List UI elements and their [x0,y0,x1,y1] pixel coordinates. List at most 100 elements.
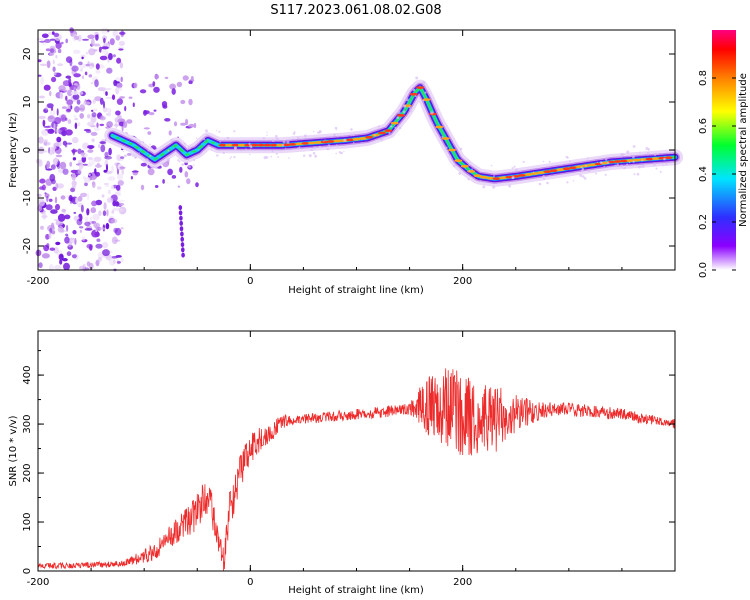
colorbar-label: Normalized spectral amplitude [738,73,749,227]
heatmap-noise-cell [60,126,67,131]
heatmap-noise-cell [107,176,116,181]
heatmap-ridge-core [543,170,552,174]
heatmap-noise-cell [110,218,118,224]
heatmap-noise-cell [49,227,53,234]
heatmap-noise-cell [64,129,73,136]
heatmap-halo-cell [549,175,551,177]
heatmap-noise-cell [45,168,53,171]
heatmap-ridge-core [201,142,207,146]
heatmap-halo-cell [245,148,247,150]
heatmap-halo-cell [380,137,384,141]
heatmap-halo-cell [327,135,329,138]
heatmap-noise-cell [41,129,49,136]
heatmap-noise-cell [104,151,109,158]
heatmap-noise-cell [105,96,113,99]
heatmap-noise-cell [92,98,96,104]
heatmap-halo-cell [310,148,314,152]
heatmap-halo-cell [396,116,400,119]
heatmap-halo-cell [492,185,496,189]
snr-x-axis-label: Height of straight line (km) [288,585,424,596]
heatmap-halo-cell [284,149,286,151]
heatmap-halo-cell [335,144,338,147]
heatmap-noise-cell [55,128,60,133]
heatmap-transition-cell [139,89,147,94]
heatmap-noise-cell [45,48,51,52]
heatmap-halo-cell [353,141,355,144]
heatmap-noise-cell [49,48,55,53]
heatmap-noise-cell [106,197,113,204]
heatmap-halo-cell [448,154,452,158]
heatmap-ridge-core [333,139,342,143]
heatmap-halo-cell [599,161,603,165]
heatmap-streak-cell [179,220,183,226]
heatmap-ridge-core [441,137,450,140]
heatmap-halo-cell [415,76,419,80]
heatmap-noise-cell [88,120,94,124]
heatmap-ridge-core [358,137,367,140]
heatmap-ridge-core [651,157,660,161]
heatmap-halo-cell [422,99,425,102]
heatmap-halo-cell [324,139,326,141]
heatmap-halo-cell [193,164,195,166]
heatmap-ridge-core [524,173,533,176]
heatmap-noise-cell [79,113,84,119]
heatmap-noise-cell [94,96,102,102]
heatmap-halo-cell [458,172,461,175]
heatmap-halo-cell [604,173,607,176]
heatmap-ridge-core [588,163,597,167]
heatmap-noise-cell [57,213,66,222]
heatmap-noise-cell [116,57,122,64]
heatmap-halo-cell [223,138,226,141]
heatmap-noise-cell [71,254,77,259]
heatmap-ridge-core [639,158,648,162]
heatmap-noise-cell [70,187,76,193]
heatmap-halo-cell [266,131,268,133]
spectrogram-x-ticks: -200 0 200 [27,30,676,287]
heatmap-halo-cell [282,144,285,147]
heatmap-noise-cell [99,141,106,145]
heatmap-noise-cell [81,56,84,60]
heatmap-noise-cell [92,43,101,47]
heatmap-noise-cell [53,32,60,38]
y-tick-label: 300 [22,415,33,434]
colorbar-tick-label: 0.4 [698,166,709,182]
heatmap-halo-cell [312,152,316,155]
heatmap-noise-cell [101,46,109,50]
heatmap-noise-cell [77,168,82,174]
heatmap-streak-cell [178,210,183,216]
heatmap-noise-cell [108,147,112,156]
spectrogram-x-axis-label: Height of straight line (km) [288,285,424,296]
heatmap-halo-cell [334,126,338,130]
spectrogram-plot-area [35,27,683,272]
heatmap-ridge-core [600,161,609,165]
heatmap-halo-cell [188,146,191,150]
heatmap-noise-cell [97,186,102,190]
heatmap-noise-cell [70,169,78,174]
heatmap-halo-cell [240,150,242,152]
heatmap-streak-cell [179,226,184,232]
heatmap-noise-cell [92,213,100,221]
heatmap-ridge-core [175,145,181,149]
heatmap-halo-cell [620,164,623,168]
heatmap-halo-cell [522,160,525,163]
heatmap-noise-cell [47,115,56,123]
heatmap-noise-cell [95,199,103,206]
heatmap-halo-cell [218,130,221,133]
heatmap-ridge-core [416,86,425,89]
heatmap-ridge-core [365,135,374,139]
snr-y-ticks: 0 100 200 300 400 [22,350,675,574]
heatmap-halo-cell [293,131,296,134]
heatmap-noise-cell [50,209,58,214]
heatmap-halo-cell [124,154,127,158]
heatmap-ridge-core [562,167,571,171]
heatmap-transition-cell [154,185,159,188]
heatmap-halo-cell [343,150,345,153]
heatmap-halo-cell [405,98,409,102]
heatmap-transition-cell [171,88,176,95]
heatmap-halo-cell [490,164,493,167]
heatmap-halo-cell [229,157,231,160]
heatmap-noise-cell [37,198,46,207]
heatmap-noise-cell [39,63,48,66]
spectrogram-y-axis-label: Frequency (Hz) [8,112,19,188]
heatmap-noise-cell [116,261,121,264]
